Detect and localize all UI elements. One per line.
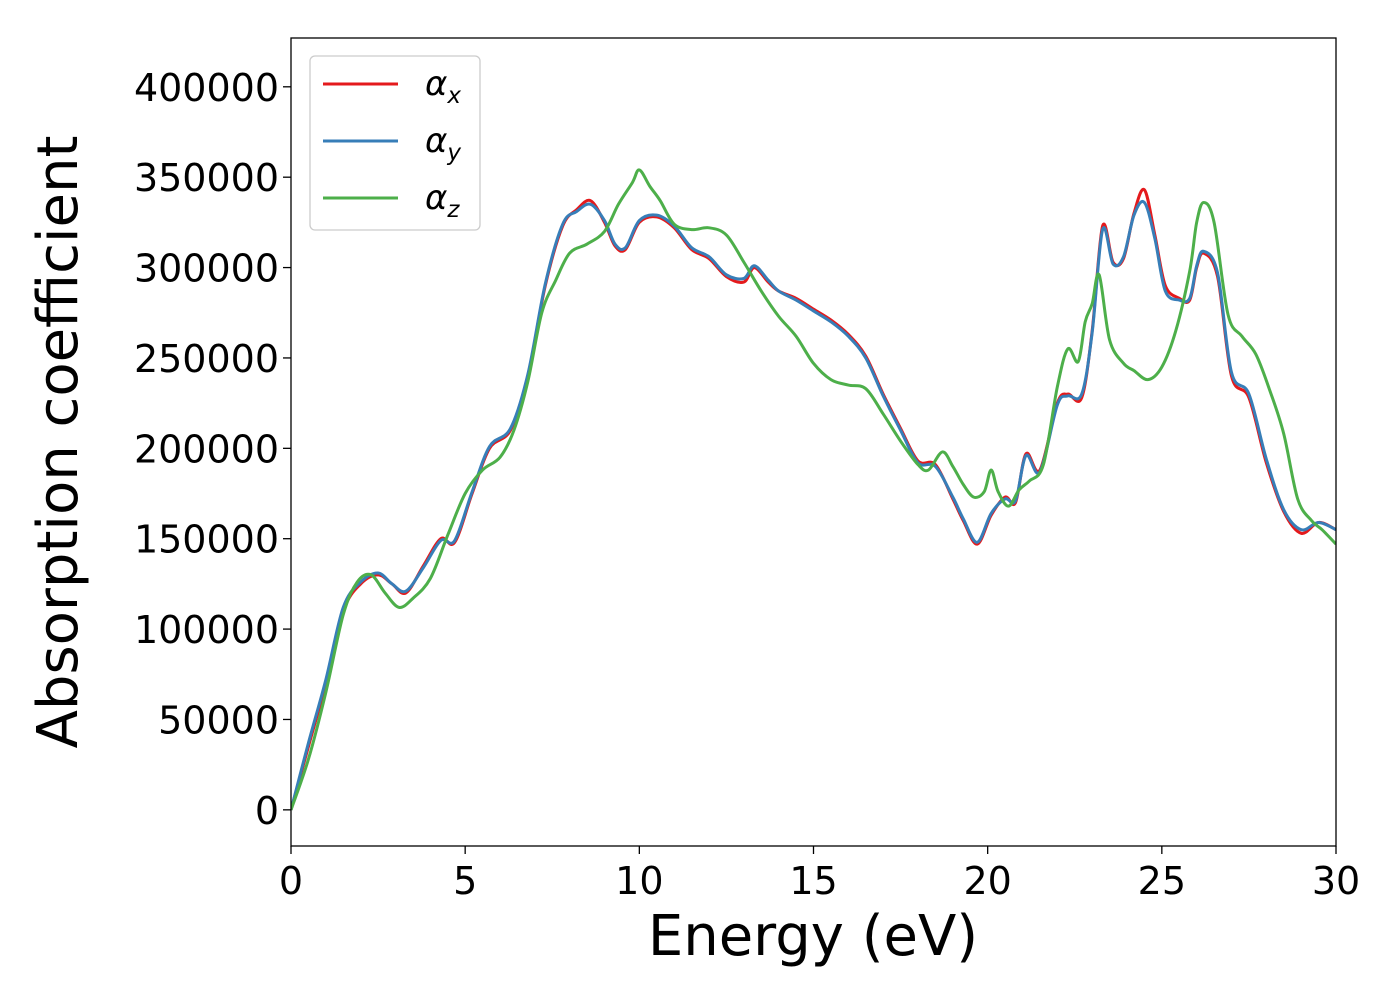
legend-box: [309, 55, 481, 231]
x-axis-title: Energy (eV): [648, 904, 978, 969]
x-tick-label: 15: [789, 859, 837, 903]
y-tick-label: 400000: [134, 66, 279, 110]
y-tick-label: 50000: [158, 698, 279, 742]
y-tick-label: 200000: [134, 427, 279, 471]
series-layer: [291, 168, 1336, 811]
series-line-y: [291, 200, 1336, 811]
ticks-layer: 0 5 10 15 20 25 30 0 50000 100000 150000 200000 2500…: [134, 66, 1360, 903]
x-tick-label: 20: [963, 859, 1011, 903]
y-axis-title: Absorption coefficient: [26, 136, 91, 749]
y-tick-label: 300000: [134, 247, 279, 291]
x-tick-label: 30: [1312, 859, 1360, 903]
y-tick-label: 150000: [134, 518, 279, 562]
y-tick-label: 250000: [134, 337, 279, 381]
y-tick-label: 350000: [134, 156, 279, 200]
series-line-z: [291, 168, 1336, 811]
x-tick-label: 25: [1138, 859, 1186, 903]
x-tick-label: 5: [453, 859, 477, 903]
y-tick-label: 0: [255, 789, 279, 833]
legend-label-y: αy: [425, 121, 461, 166]
y-tick-label: 100000: [134, 608, 279, 652]
x-tick-label: 0: [279, 859, 303, 903]
legend: αx αy αz: [309, 55, 481, 231]
legend-label-z: αz: [425, 178, 460, 223]
legend-label-x: αx: [425, 64, 461, 109]
x-tick-label: 10: [615, 859, 663, 903]
